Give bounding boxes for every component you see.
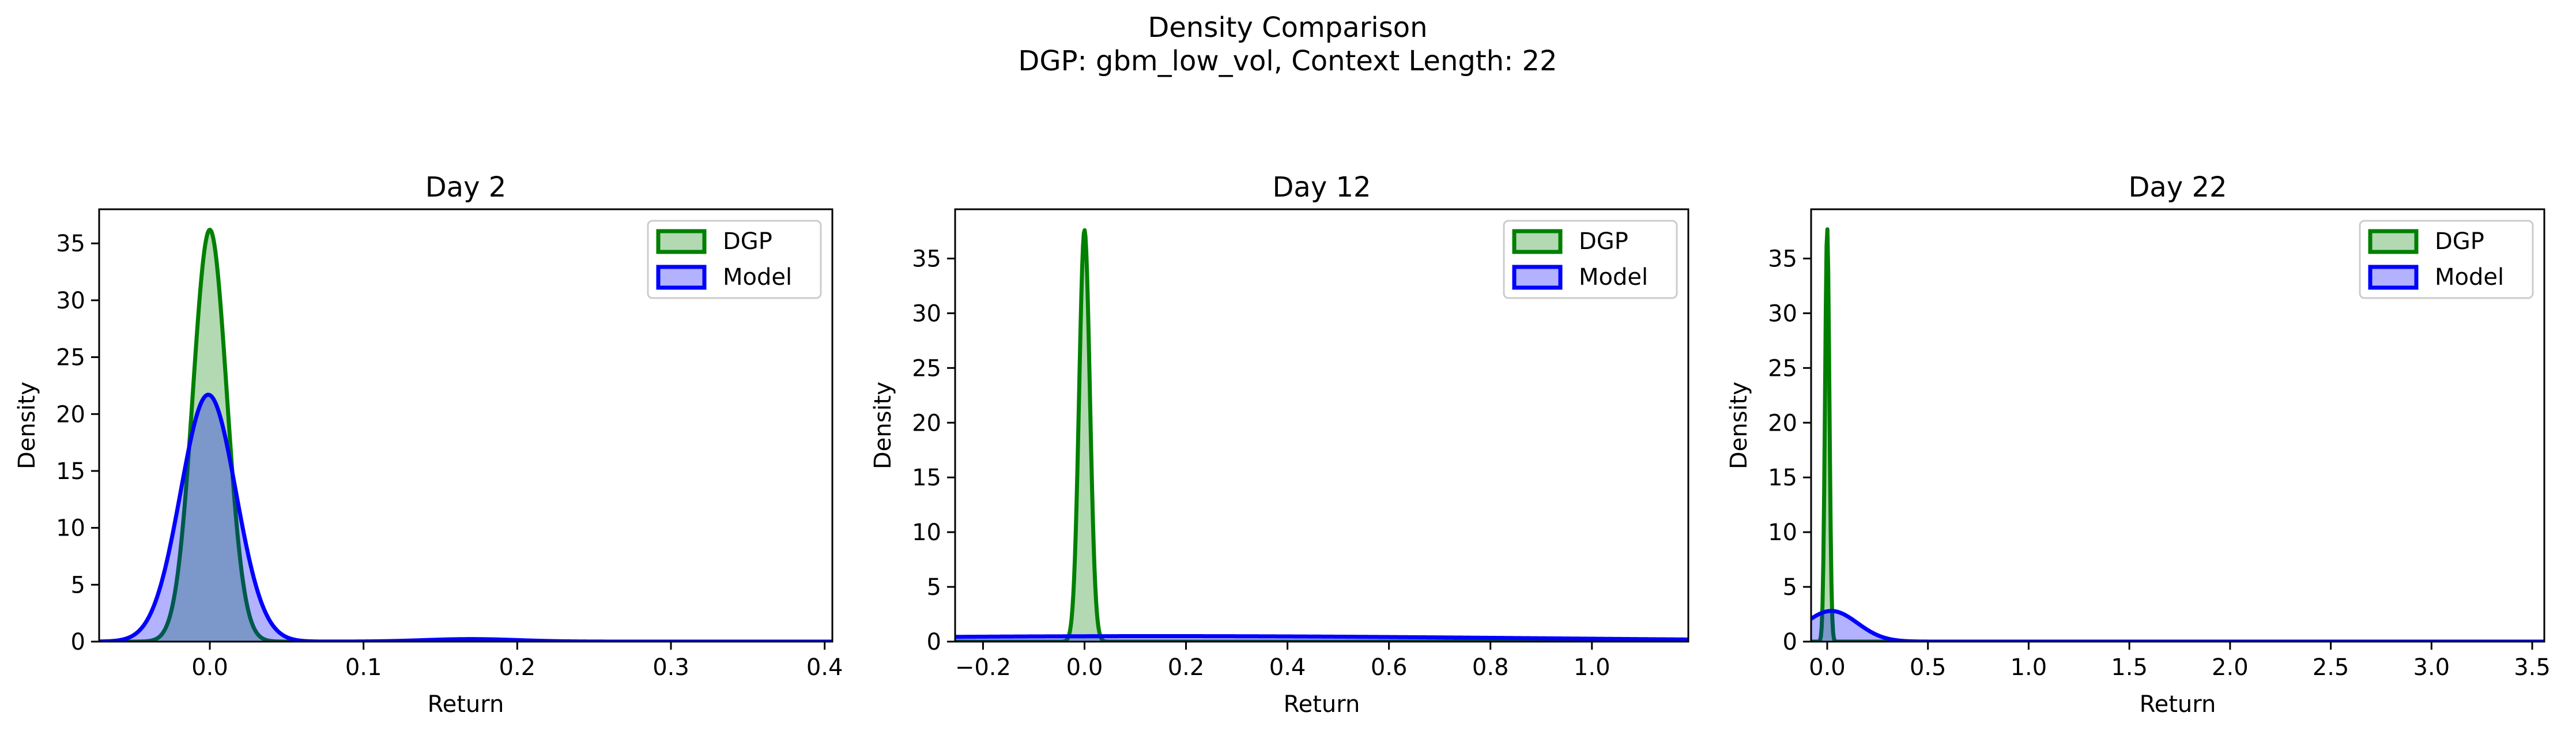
y-tick-label: 25: [56, 345, 85, 371]
model-density-fill: [99, 394, 832, 642]
panel-day-2: 0.0 0.1 0.2 0.3 0.4 0 5 10 15 20 25 30 35 Day 2 Return…: [14, 171, 843, 718]
y-tick-label: 5: [71, 572, 85, 598]
plot-area: [99, 228, 832, 642]
y-tick-label: 0: [1783, 629, 1797, 655]
y-tick-label: 0: [927, 629, 941, 655]
x-tick-label: 1.0: [2011, 654, 2047, 681]
legend-box: [1503, 220, 1678, 299]
panel-title: Day 22: [2128, 171, 2227, 203]
legend-swatch: [656, 229, 707, 254]
y-axis-label: Density: [14, 382, 40, 469]
legend-box: [2359, 220, 2534, 299]
x-axis-label: Return: [1284, 691, 1360, 718]
legend-label: Model: [1579, 264, 1648, 291]
legend-swatch-fill: [2370, 267, 2416, 288]
y-axis-label: Density: [870, 382, 896, 469]
legend-label: Model: [2435, 264, 2504, 291]
legend-swatch: [1512, 229, 1563, 254]
x-tick-label: 1.5: [2111, 654, 2148, 681]
dgp-density-line: [99, 228, 832, 642]
legend-label: DGP: [723, 228, 772, 255]
legend-swatch-fill: [658, 231, 704, 252]
x-axis-label: Return: [2140, 691, 2216, 718]
model-density-line: [1811, 609, 2544, 642]
y-tick-label: 0: [71, 629, 85, 655]
panel-title: Day 2: [425, 171, 507, 203]
plot-area: [955, 228, 1688, 642]
x-tick-label: 0.0: [1066, 654, 1103, 681]
y-tick-label: 35: [56, 231, 85, 257]
y-tick-label: 25: [1768, 355, 1797, 382]
axes-frame: [1810, 208, 2545, 643]
y-tick-label: 35: [1768, 246, 1797, 272]
legend: DGP Model: [2359, 220, 2534, 299]
x-tick-label: 0.6: [1371, 654, 1408, 681]
y-tick-label: 15: [1768, 465, 1797, 491]
legend-label: DGP: [2435, 228, 2484, 255]
y-tick-label: 10: [1768, 519, 1797, 546]
x-tick-label: 3.5: [2514, 654, 2551, 681]
legend: DGP Model: [647, 220, 822, 299]
y-axis-label: Density: [1726, 382, 1752, 469]
x-tick-label: 0.0: [1809, 654, 1846, 681]
legend-swatch: [2368, 229, 2419, 254]
x-tick-label: 1.0: [1574, 654, 1611, 681]
x-tick-label: 0.2: [499, 654, 536, 681]
y-tick-label: 30: [912, 300, 941, 327]
axes-frame: [954, 208, 1689, 643]
y-tick-label: 25: [912, 355, 941, 382]
axes-frame: [98, 208, 833, 643]
y-tick-label: 10: [912, 519, 941, 546]
y-tick-label: 20: [56, 401, 85, 428]
x-tick-label: 0.3: [653, 654, 689, 681]
y-tick-label: 15: [56, 458, 85, 485]
y-tick-label: 20: [912, 410, 941, 436]
legend-swatch: [2368, 265, 2419, 290]
y-tick-label: 15: [912, 465, 941, 491]
y-tick-label: 10: [56, 515, 85, 542]
legend-label: DGP: [1579, 228, 1628, 255]
x-axis-label: Return: [428, 691, 504, 718]
legend: DGP Model: [1503, 220, 1678, 299]
legend-swatch-fill: [2370, 231, 2416, 252]
x-tick-label: 0.5: [1910, 654, 1947, 681]
x-tick-label: 0.4: [806, 654, 843, 681]
legend-swatch: [1512, 265, 1563, 290]
figure-title: Density Comparison: [1148, 12, 1427, 44]
x-tick-label: 0.2: [1168, 654, 1205, 681]
y-tick-label: 35: [912, 246, 941, 272]
panel-title: Day 12: [1272, 171, 1371, 203]
x-tick-label: 0.4: [1269, 654, 1306, 681]
legend-swatch-fill: [1514, 267, 1560, 288]
y-tick-label: 5: [1783, 574, 1797, 601]
x-tick-label: −0.2: [955, 654, 1011, 681]
legend-swatch-fill: [1514, 231, 1560, 252]
x-tick-label: 3.0: [2413, 654, 2450, 681]
panel-day-22: 0.0 0.5 1.0 1.5 2.0 2.5 3.0 3.5 0 5 10 15 20 25 30 35 Da…: [1726, 171, 2551, 718]
dgp-density-line: [955, 228, 1688, 642]
model-density-fill: [1811, 610, 2544, 642]
y-tick-label: 5: [927, 574, 941, 601]
legend-swatch-fill: [658, 267, 704, 288]
x-tick-label: 2.0: [2212, 654, 2249, 681]
x-tick-label: 0.8: [1472, 654, 1509, 681]
figure-subtitle: DGP: gbm_low_vol, Context Length: 22: [1018, 45, 1557, 77]
legend-box: [647, 220, 822, 299]
y-tick-label: 30: [56, 288, 85, 314]
panel-day-12: −0.2 0.0 0.2 0.4 0.6 0.8 1.0 0 5 10 15 20 25 30 35 Day …: [870, 171, 1689, 718]
model-density-line: [99, 393, 832, 642]
x-tick-label: 0.1: [345, 654, 382, 681]
y-tick-label: 30: [1768, 300, 1797, 327]
y-tick-label: 20: [1768, 410, 1797, 436]
legend-label: Model: [723, 264, 792, 291]
x-tick-label: 0.0: [191, 654, 228, 681]
x-tick-label: 2.5: [2313, 654, 2349, 681]
legend-swatch: [656, 265, 707, 290]
model-density-line: [955, 634, 1688, 642]
